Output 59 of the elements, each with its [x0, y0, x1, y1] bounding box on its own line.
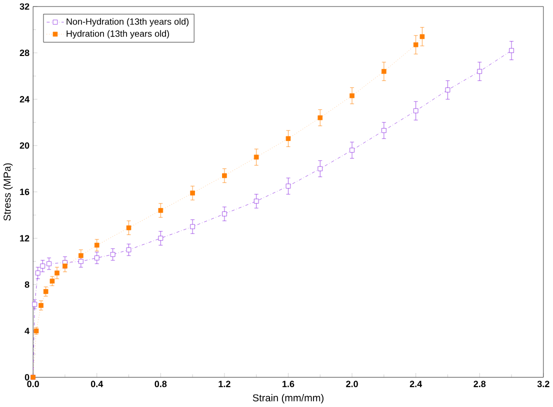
point: [126, 248, 132, 252]
point: [94, 256, 100, 260]
point: [413, 108, 418, 114]
point: [382, 128, 386, 134]
x-tick-label: 2.4: [410, 380, 422, 388]
point: [318, 115, 323, 120]
y-tick-label: 24: [20, 96, 30, 102]
point: [286, 184, 291, 189]
point: [50, 278, 55, 284]
legend-label: Non-Hydration (13th years old): [66, 18, 189, 27]
x-tick-label: 2.0: [346, 380, 358, 388]
x-axis-title: Strain (mm/mm): [252, 394, 324, 404]
point: [445, 88, 450, 92]
point: [46, 261, 52, 266]
point: [413, 42, 418, 48]
point: [350, 93, 354, 98]
point: [110, 252, 116, 257]
point: [254, 154, 259, 160]
x-tick-label: 1.2: [218, 380, 230, 388]
point: [254, 198, 259, 204]
y-tick-label: 20: [20, 142, 30, 149]
x-tick-label: 0.8: [154, 380, 167, 388]
point: [222, 212, 227, 216]
point: [158, 236, 164, 241]
y-axis-title: Stress (MPa): [3, 163, 13, 221]
point: [318, 166, 323, 172]
point: [382, 69, 386, 74]
point: [32, 302, 38, 307]
point: [94, 242, 100, 248]
x-tick-label: 3.2: [537, 380, 550, 388]
x-tick-label: 2.8: [474, 380, 486, 388]
point: [190, 190, 195, 196]
x-tick-label: 0.0: [27, 380, 39, 388]
y-tick-label: 8: [24, 282, 30, 288]
point: [78, 253, 84, 258]
point: [190, 224, 195, 230]
point: [158, 208, 164, 213]
y-tick-label: 4: [24, 328, 30, 334]
point: [54, 270, 60, 276]
legend-label: Hydration (13th years old): [66, 30, 169, 39]
point: [126, 226, 132, 230]
y-tick-label: 16: [20, 188, 30, 196]
point: [477, 69, 482, 74]
y-tick-label: 12: [20, 235, 30, 242]
point: [40, 264, 46, 269]
y-tick-label: 28: [20, 50, 30, 56]
x-tick-label: 1.6: [282, 380, 294, 388]
point: [350, 148, 354, 153]
x-tick-label: 0.4: [90, 380, 104, 388]
point: [38, 303, 44, 308]
point: [222, 173, 227, 178]
point: [34, 328, 39, 334]
point: [43, 289, 48, 294]
point: [420, 34, 425, 40]
point: [509, 48, 514, 54]
point: [35, 270, 40, 276]
y-tick-label: 32: [20, 3, 30, 10]
y-tick-label: 0: [24, 374, 30, 381]
point: [286, 136, 291, 142]
